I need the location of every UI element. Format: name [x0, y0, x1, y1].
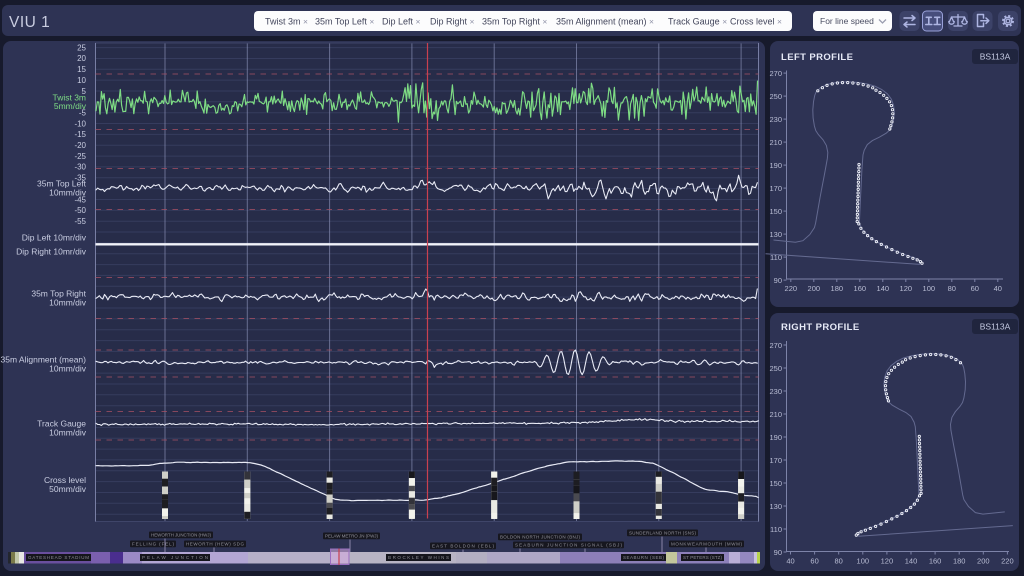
svg-text:-35: -35	[74, 174, 86, 183]
svg-text:5mm/div: 5mm/div	[54, 101, 87, 111]
svg-text:180: 180	[953, 557, 966, 566]
svg-text:Track Gauge ×: Track Gauge ×	[668, 17, 727, 27]
svg-text:10mm/div: 10mm/div	[49, 427, 87, 437]
svg-text:BOLDON NORTH JUNCTION (BNJ): BOLDON NORTH JUNCTION (BNJ)	[500, 535, 581, 540]
svg-text:130: 130	[769, 502, 782, 511]
svg-text:For line speed: For line speed	[820, 16, 874, 26]
svg-text:Dip Right ×: Dip Right ×	[430, 17, 475, 27]
svg-text:Dip Left ×: Dip Left ×	[382, 17, 421, 27]
svg-text:-30: -30	[74, 163, 86, 172]
svg-text:250: 250	[769, 364, 782, 373]
svg-text:LEFT PROFILE: LEFT PROFILE	[781, 52, 853, 63]
svg-text:35m Alignment (mean) ×: 35m Alignment (mean) ×	[556, 17, 654, 27]
svg-text:BS113A: BS113A	[980, 52, 1011, 62]
svg-text:BS113A: BS113A	[980, 322, 1011, 332]
svg-text:35m Top Left: 35m Top Left	[37, 179, 87, 189]
svg-text:-50: -50	[74, 206, 86, 215]
svg-text:MONKWEARMOUTH (MWM): MONKWEARMOUTH (MWM)	[671, 542, 743, 547]
svg-text:190: 190	[769, 161, 782, 170]
svg-text:15: 15	[77, 65, 86, 74]
svg-text:Twist 3m ×: Twist 3m ×	[265, 17, 308, 27]
svg-text:50mm/div: 50mm/div	[49, 484, 87, 494]
svg-text:5: 5	[82, 87, 87, 96]
svg-text:-5: -5	[79, 109, 87, 118]
svg-text:35m Top Right ×: 35m Top Right ×	[482, 17, 547, 27]
svg-text:140: 140	[877, 284, 890, 293]
svg-text:SUNDERLAND NORTH (SNS): SUNDERLAND NORTH (SNS)	[629, 531, 697, 536]
svg-text:160: 160	[929, 557, 942, 566]
svg-text:PELAW METRO JN (PWJ): PELAW METRO JN (PWJ)	[325, 534, 379, 539]
svg-text:270: 270	[769, 341, 782, 350]
svg-text:EAST BOLDON (EBL): EAST BOLDON (EBL)	[432, 544, 495, 549]
svg-text:100: 100	[857, 557, 870, 566]
svg-text:VIU 1: VIU 1	[9, 14, 50, 31]
svg-text:60: 60	[810, 557, 818, 566]
svg-text:40: 40	[994, 284, 1002, 293]
svg-text:100: 100	[923, 284, 936, 293]
svg-text:140: 140	[905, 557, 918, 566]
svg-text:200: 200	[977, 557, 990, 566]
svg-text:20: 20	[77, 54, 86, 63]
svg-text:Cross level: Cross level	[44, 475, 86, 485]
svg-text:250: 250	[769, 92, 782, 101]
svg-text:60: 60	[971, 284, 979, 293]
svg-text:170: 170	[769, 456, 782, 465]
svg-text:ST PETERS (STZ): ST PETERS (STZ)	[683, 555, 723, 560]
svg-text:-25: -25	[74, 152, 86, 161]
svg-text:210: 210	[769, 410, 782, 419]
svg-text:110: 110	[770, 253, 782, 262]
svg-text:150: 150	[769, 207, 782, 216]
svg-text:Twist 3m: Twist 3m	[52, 93, 86, 103]
svg-text:-15: -15	[74, 130, 86, 139]
svg-text:35m Top Right: 35m Top Right	[31, 289, 86, 299]
svg-text:190: 190	[769, 433, 782, 442]
svg-text:220: 220	[785, 284, 798, 293]
svg-text:25: 25	[77, 43, 86, 52]
svg-text:40: 40	[786, 557, 794, 566]
svg-text:120: 120	[900, 284, 913, 293]
svg-text:200: 200	[808, 284, 821, 293]
svg-text:210: 210	[769, 138, 782, 147]
svg-text:120: 120	[881, 557, 894, 566]
svg-text:Track Gauge: Track Gauge	[37, 419, 86, 429]
svg-text:10mm/div: 10mm/div	[49, 187, 87, 197]
svg-text:35m Alignment (mean): 35m Alignment (mean)	[0, 355, 86, 365]
svg-text:10mm/div: 10mm/div	[49, 297, 87, 307]
svg-text:10: 10	[77, 76, 86, 85]
svg-text:Dip Right 10mr/div: Dip Right 10mr/div	[16, 247, 87, 257]
svg-text:SEABURN (SEB): SEABURN (SEB)	[623, 555, 665, 560]
svg-text:230: 230	[769, 115, 782, 124]
svg-text:GATESHEAD STADIUM: GATESHEAD STADIUM	[28, 555, 89, 560]
svg-text:RIGHT PROFILE: RIGHT PROFILE	[781, 322, 860, 333]
svg-text:150: 150	[769, 479, 782, 488]
svg-text:110: 110	[770, 525, 782, 534]
svg-text:160: 160	[854, 284, 867, 293]
svg-text:10mm/div: 10mm/div	[49, 363, 87, 373]
svg-text:FELLING (FEL): FELLING (FEL)	[132, 542, 175, 547]
svg-text:220: 220	[1001, 557, 1014, 566]
svg-text:Cross level ×: Cross level ×	[730, 17, 782, 27]
svg-text:80: 80	[835, 557, 843, 566]
svg-text:-20: -20	[74, 141, 86, 150]
svg-text:-45: -45	[74, 195, 86, 204]
svg-text:230: 230	[769, 387, 782, 396]
svg-text:180: 180	[831, 284, 844, 293]
svg-text:HEWORTH (HEW) SDG: HEWORTH (HEW) SDG	[186, 542, 244, 547]
svg-text:90: 90	[774, 548, 782, 557]
svg-text:SEABURN JUNCTION SIGNAL (SBJ): SEABURN JUNCTION SIGNAL (SBJ)	[515, 543, 623, 548]
svg-text:BROCKLEY WHINS: BROCKLEY WHINS	[388, 555, 449, 560]
svg-text:130: 130	[769, 230, 782, 239]
svg-text:-55: -55	[74, 217, 86, 226]
svg-text:90: 90	[774, 276, 782, 285]
svg-text:170: 170	[769, 184, 782, 193]
svg-text:80: 80	[948, 284, 956, 293]
svg-text:PELAW JUNCTION: PELAW JUNCTION	[142, 555, 208, 560]
svg-text:Dip Left 10mr/div: Dip Left 10mr/div	[22, 233, 87, 243]
svg-text:35m Top Left ×: 35m Top Left ×	[315, 17, 374, 27]
svg-text:HEWORTH JUNCTION (HWJ): HEWORTH JUNCTION (HWJ)	[151, 533, 212, 538]
svg-text:270: 270	[769, 69, 782, 78]
svg-text:-10: -10	[74, 119, 86, 128]
